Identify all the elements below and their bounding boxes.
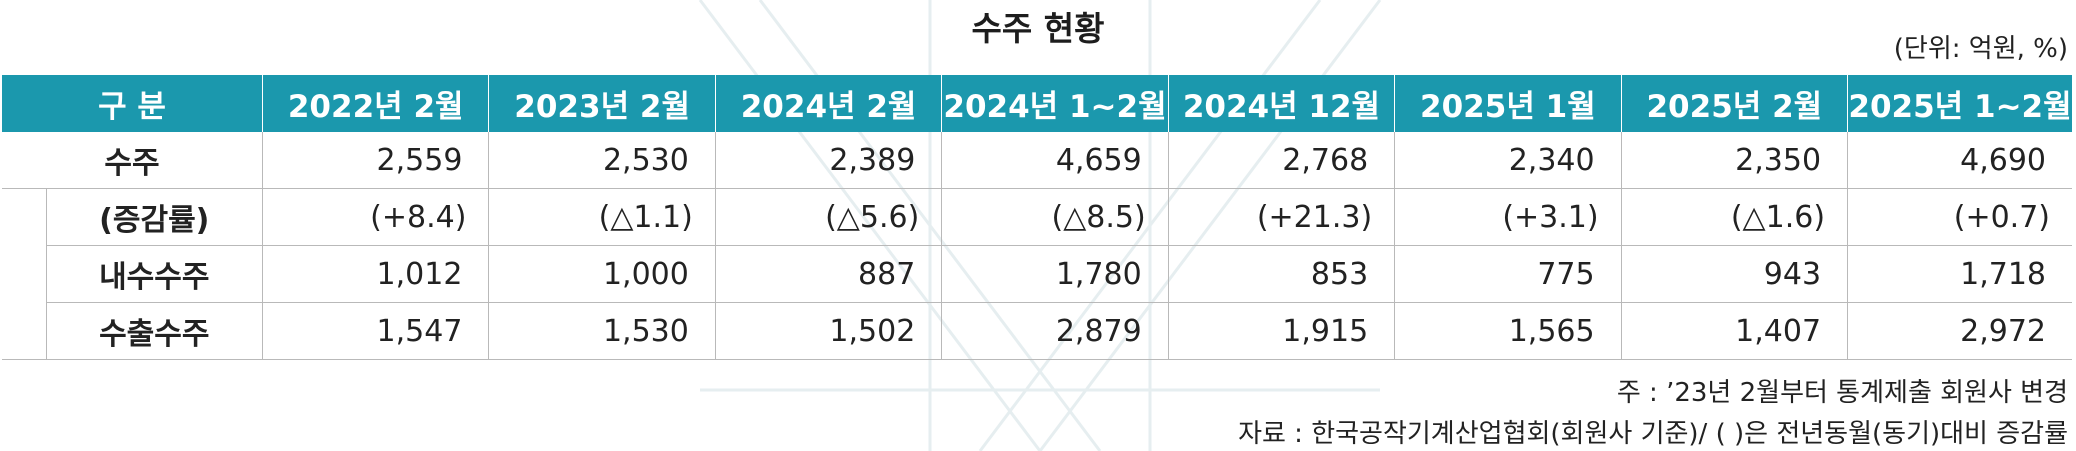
table-cell: 887 — [714, 245, 942, 303]
table-cell: (△5.6) — [714, 188, 942, 246]
table-cell: 2,340 — [1394, 132, 1622, 189]
table-cell: 1,012 — [261, 245, 489, 303]
header-label: 구 분 — [2, 75, 263, 132]
header-col-2024-01-02: 2024년 1~2월 — [941, 75, 1169, 132]
header-col-2025-01-02: 2025년 1~2월 — [1847, 75, 2072, 132]
table-cell: (+3.1) — [1394, 188, 1622, 246]
table-cell: (+8.4) — [261, 188, 489, 246]
table-cell: 943 — [1620, 245, 1848, 303]
table-cell: 1,502 — [714, 302, 942, 360]
table-cell: 2,350 — [1620, 132, 1848, 189]
table-cell: 4,690 — [1847, 132, 2072, 189]
header-col-2025-02: 2025년 2월 — [1620, 75, 1848, 132]
table-cell: (△8.5) — [941, 188, 1169, 246]
indent-cell — [2, 188, 47, 360]
table-cell: 1,530 — [488, 302, 716, 360]
header-col-2023-02: 2023년 2월 — [488, 75, 716, 132]
table-cell: 2,389 — [714, 132, 942, 189]
table-row: 수출수주 1,547 1,530 1,502 2,879 1,915 1,565… — [2, 302, 2072, 360]
table-cell: 1,407 — [1620, 302, 1848, 360]
table-cell: (△1.6) — [1620, 188, 1848, 246]
table-cell: 1,565 — [1394, 302, 1622, 360]
orders-table: 구 분 2022년 2월 2023년 2월 2024년 2월 2024년 1~2… — [2, 75, 2072, 360]
table-cell: 2,768 — [1167, 132, 1395, 189]
unit-label: (단위: 억원, %) — [1893, 34, 2068, 64]
header-col-2025-01: 2025년 1월 — [1394, 75, 1622, 132]
table-cell: 1,718 — [1847, 245, 2072, 303]
header-col-2022-02: 2022년 2월 — [261, 75, 489, 132]
table-cell: 4,659 — [941, 132, 1169, 189]
table-cell: 775 — [1394, 245, 1622, 303]
page-title: 수주 현황 — [971, 9, 1105, 48]
table-cell: 2,879 — [941, 302, 1169, 360]
table-cell: 2,559 — [261, 132, 489, 189]
header-col-2024-02: 2024년 2월 — [714, 75, 942, 132]
table-cell: 853 — [1167, 245, 1395, 303]
table-cell: (+21.3) — [1167, 188, 1395, 246]
table-cell: 1,000 — [488, 245, 716, 303]
table-row: 내수수주 1,012 1,000 887 1,780 853 775 943 1… — [2, 245, 2072, 303]
table-row: (증감률) (+8.4) (△1.1) (△5.6) (△8.5) (+21.3… — [2, 188, 2072, 360]
footnote: 주 : ’23년 2월부터 통계제출 회원사 변경 — [1616, 378, 2068, 408]
source-note: 자료 : 한국공작기계산업협회(회원사 기준)/ ( )은 전년동월(동기)대비… — [1238, 419, 2068, 449]
table-cell: 2,972 — [1847, 302, 2072, 360]
row-label: (증감률) — [45, 188, 263, 246]
header-col-2024-12: 2024년 12월 — [1167, 75, 1395, 132]
row-label: 내수수주 — [45, 245, 263, 303]
row-label: 수출수주 — [45, 302, 263, 360]
table-cell: (△1.1) — [488, 188, 716, 246]
header-row: 구 분 2022년 2월 2023년 2월 2024년 2월 2024년 1~2… — [2, 75, 2072, 132]
table-cell: 1,915 — [1167, 302, 1395, 360]
row-label: 수주 — [2, 132, 263, 189]
table-row: 수주 2,559 2,530 2,389 4,659 2,768 2,340 2… — [2, 132, 2072, 189]
table-cell: 1,547 — [261, 302, 489, 360]
table-cell: (+0.7) — [1847, 188, 2072, 246]
table-cell: 1,780 — [941, 245, 1169, 303]
table-cell: 2,530 — [488, 132, 716, 189]
